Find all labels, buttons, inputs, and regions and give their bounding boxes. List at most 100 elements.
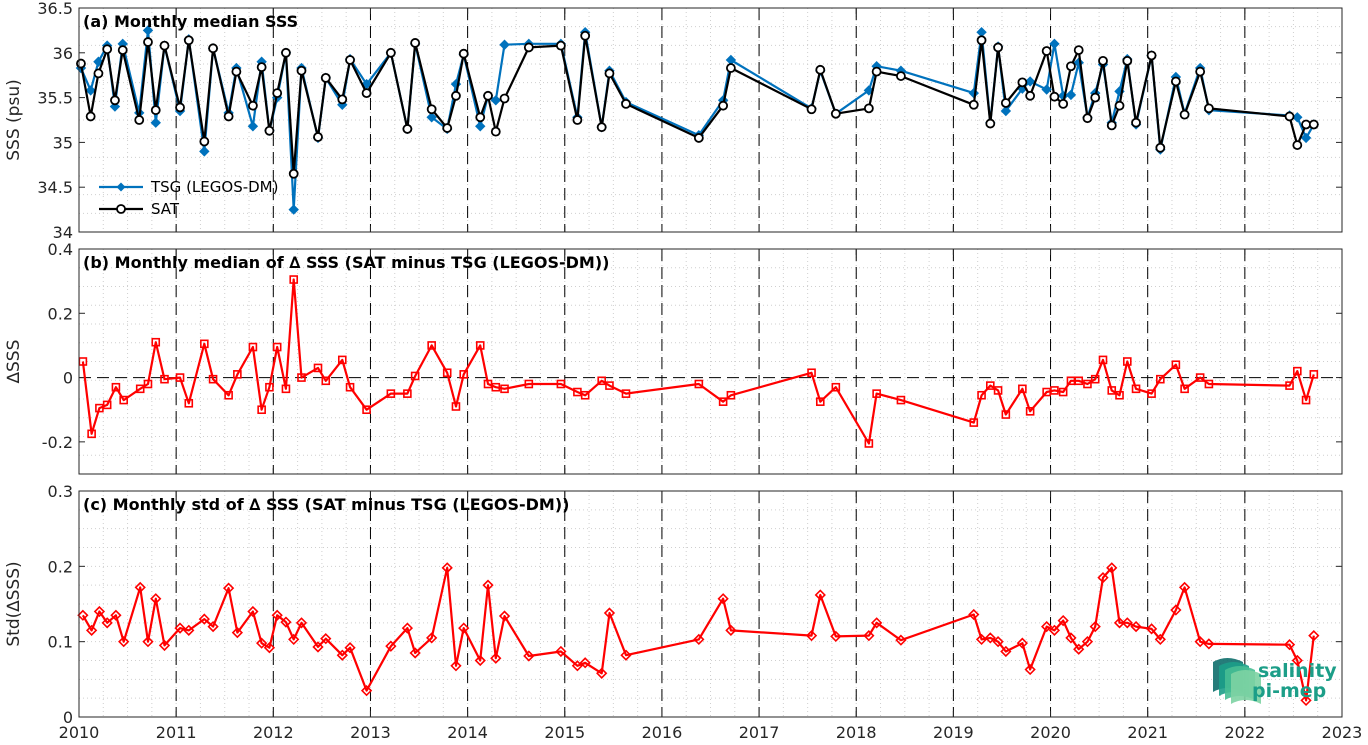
x-tick-label: 2013 xyxy=(350,723,391,742)
data-point xyxy=(337,94,348,105)
data-point xyxy=(1293,366,1302,376)
data-point xyxy=(427,341,436,350)
data-point xyxy=(474,654,486,667)
data-point xyxy=(1065,632,1077,644)
data-point xyxy=(119,395,128,405)
data-point xyxy=(1301,119,1311,130)
data-point xyxy=(580,30,591,41)
data-point xyxy=(1057,614,1069,627)
data-point xyxy=(272,88,283,99)
data-point xyxy=(403,389,412,398)
data-point xyxy=(102,44,113,55)
data-point xyxy=(362,405,371,415)
data-point xyxy=(118,636,130,648)
data-point xyxy=(1115,390,1124,400)
data-point xyxy=(459,370,469,379)
data-point xyxy=(410,371,420,381)
data-point xyxy=(143,37,153,47)
data-point xyxy=(223,111,234,122)
x-tick-label: 2022 xyxy=(1224,723,1265,742)
data-point xyxy=(830,630,842,643)
series-delta-2 xyxy=(77,562,1320,707)
data-point xyxy=(336,649,348,661)
data-point xyxy=(1107,386,1117,395)
data-point xyxy=(174,622,186,634)
data-point xyxy=(256,637,268,649)
data-point xyxy=(491,382,501,392)
data-point xyxy=(280,616,292,628)
data-point xyxy=(313,132,323,142)
data-point xyxy=(1194,636,1206,648)
panel-title: (b) Monthly median of ∆ SSS (SAT minus T… xyxy=(83,253,609,272)
data-point xyxy=(231,626,243,639)
data-point xyxy=(968,99,979,110)
data-point xyxy=(975,633,988,646)
x-tick-label: 2023 xyxy=(1322,723,1363,742)
data-point xyxy=(896,395,906,405)
data-point xyxy=(271,609,283,621)
series-sat xyxy=(76,30,1319,179)
x-tick-label: 2017 xyxy=(739,723,780,742)
data-point xyxy=(321,376,331,386)
data-point xyxy=(231,66,242,77)
data-point xyxy=(199,136,210,147)
data-point xyxy=(475,112,486,123)
data-point xyxy=(572,115,583,125)
data-point xyxy=(1074,376,1084,386)
data-point xyxy=(1017,77,1028,88)
data-point xyxy=(111,382,121,392)
data-point xyxy=(288,204,299,215)
data-point xyxy=(289,275,299,284)
data-point xyxy=(1041,84,1052,95)
x-tick-label: 2015 xyxy=(544,723,585,742)
data-point xyxy=(458,48,469,59)
data-point xyxy=(150,105,161,116)
data-point xyxy=(815,397,825,406)
data-point xyxy=(198,613,210,625)
data-point xyxy=(621,389,631,398)
y-tick-label: 0 xyxy=(63,708,73,727)
y-tick-label: 34.5 xyxy=(37,178,73,197)
data-point xyxy=(402,124,413,134)
data-point xyxy=(87,429,96,439)
y-tick-label: 36 xyxy=(53,44,73,63)
x-tick-label: 2011 xyxy=(156,723,197,742)
data-point xyxy=(160,374,169,384)
panel-title: (a) Monthly median SSS xyxy=(83,12,298,31)
data-point xyxy=(605,381,614,390)
data-point xyxy=(1048,624,1061,636)
data-point xyxy=(1291,654,1303,667)
data-point xyxy=(265,382,274,392)
data-point xyxy=(142,636,154,648)
data-point xyxy=(175,102,185,113)
data-point xyxy=(134,115,145,125)
data-point xyxy=(969,418,979,427)
legend-label: TSG (LEGOS-DM) xyxy=(150,178,278,196)
data-point xyxy=(410,38,421,48)
data-point xyxy=(992,636,1004,648)
data-point xyxy=(1098,355,1108,365)
data-point xyxy=(871,66,882,77)
data-point xyxy=(580,390,590,400)
data-point xyxy=(1121,617,1133,629)
data-point xyxy=(1024,76,1036,87)
y-tick-label: 34 xyxy=(53,223,73,242)
data-point xyxy=(1283,639,1296,651)
data-point xyxy=(475,341,485,350)
data-point xyxy=(717,593,729,605)
data-point xyxy=(1170,604,1182,616)
legend-marker xyxy=(116,182,126,192)
panel-b: -0.2 0 0.2 0.4 (b) Monthly median of ∆ SSS (… xyxy=(4,240,1343,475)
data-point xyxy=(256,62,267,73)
data-point xyxy=(110,95,120,106)
data-point xyxy=(693,633,705,646)
data-point xyxy=(1106,120,1117,131)
data-point xyxy=(247,121,259,132)
data-point xyxy=(1025,407,1035,416)
data-point xyxy=(1285,381,1294,390)
data-point xyxy=(1025,90,1036,101)
panel-a: 34 34.5 35 35.5 36 36.5 (a) Monthly median SSS… xyxy=(4,0,1343,242)
data-point xyxy=(718,100,729,111)
data-point xyxy=(555,645,567,658)
